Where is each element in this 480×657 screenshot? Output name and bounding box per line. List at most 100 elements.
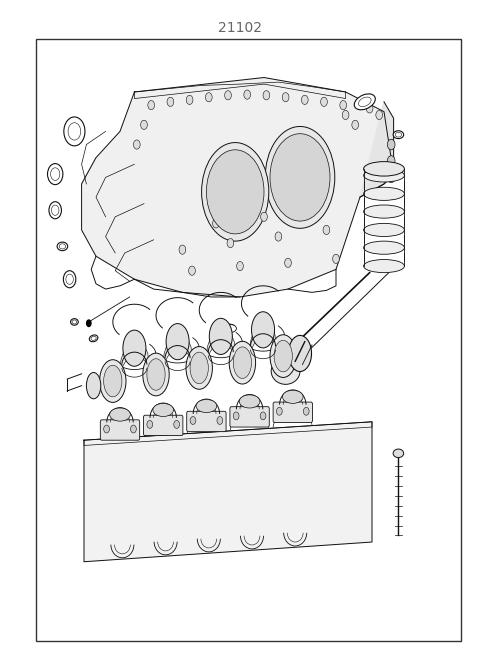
- Circle shape: [179, 245, 186, 254]
- Ellipse shape: [206, 150, 264, 234]
- Circle shape: [225, 91, 231, 100]
- Circle shape: [148, 101, 155, 110]
- Bar: [36, 39, 461, 641]
- Ellipse shape: [393, 449, 404, 457]
- Ellipse shape: [89, 335, 98, 342]
- Ellipse shape: [395, 132, 402, 137]
- Ellipse shape: [147, 359, 165, 390]
- Ellipse shape: [186, 347, 212, 389]
- Circle shape: [186, 95, 193, 104]
- Ellipse shape: [364, 260, 404, 273]
- Circle shape: [376, 110, 383, 120]
- Ellipse shape: [270, 335, 296, 377]
- Ellipse shape: [190, 352, 208, 384]
- Circle shape: [387, 139, 395, 150]
- FancyBboxPatch shape: [100, 420, 140, 440]
- Circle shape: [167, 97, 174, 106]
- Ellipse shape: [143, 353, 169, 396]
- Ellipse shape: [271, 358, 300, 384]
- Circle shape: [275, 232, 282, 241]
- Circle shape: [261, 212, 267, 221]
- Ellipse shape: [274, 340, 292, 372]
- Ellipse shape: [71, 319, 78, 325]
- Ellipse shape: [265, 126, 335, 229]
- Ellipse shape: [72, 320, 77, 324]
- Circle shape: [340, 101, 347, 110]
- FancyBboxPatch shape: [187, 411, 226, 432]
- Circle shape: [244, 90, 251, 99]
- Circle shape: [141, 120, 147, 129]
- Circle shape: [323, 225, 330, 235]
- Ellipse shape: [196, 399, 217, 413]
- Ellipse shape: [86, 373, 101, 399]
- Ellipse shape: [166, 324, 189, 360]
- Circle shape: [68, 123, 81, 140]
- Text: 21102: 21102: [218, 20, 262, 35]
- Circle shape: [333, 254, 339, 263]
- Ellipse shape: [221, 324, 235, 333]
- Circle shape: [63, 271, 76, 288]
- Ellipse shape: [224, 325, 236, 332]
- Ellipse shape: [270, 133, 330, 221]
- Ellipse shape: [109, 408, 130, 421]
- Ellipse shape: [359, 97, 371, 106]
- Circle shape: [387, 156, 395, 166]
- Ellipse shape: [233, 347, 252, 378]
- Polygon shape: [84, 422, 372, 445]
- Circle shape: [190, 417, 196, 424]
- Ellipse shape: [282, 390, 303, 403]
- Circle shape: [366, 104, 373, 113]
- Ellipse shape: [393, 131, 404, 139]
- Ellipse shape: [229, 342, 255, 384]
- FancyBboxPatch shape: [230, 407, 269, 427]
- FancyBboxPatch shape: [273, 402, 312, 422]
- Ellipse shape: [104, 365, 122, 397]
- Circle shape: [387, 189, 395, 199]
- Circle shape: [86, 319, 92, 327]
- Polygon shape: [206, 322, 216, 358]
- Circle shape: [213, 219, 219, 228]
- Polygon shape: [268, 315, 276, 346]
- Circle shape: [285, 258, 291, 267]
- Ellipse shape: [354, 94, 375, 110]
- Circle shape: [276, 407, 282, 415]
- Ellipse shape: [59, 244, 66, 249]
- Circle shape: [282, 93, 289, 102]
- Ellipse shape: [57, 242, 68, 251]
- Circle shape: [321, 97, 327, 106]
- Polygon shape: [120, 334, 130, 371]
- Ellipse shape: [252, 312, 275, 348]
- Circle shape: [233, 412, 239, 420]
- Polygon shape: [163, 327, 173, 365]
- Ellipse shape: [209, 319, 232, 355]
- Ellipse shape: [364, 187, 404, 200]
- Ellipse shape: [364, 205, 404, 218]
- Polygon shape: [82, 78, 394, 297]
- Ellipse shape: [240, 395, 260, 408]
- Circle shape: [237, 261, 243, 271]
- Ellipse shape: [364, 162, 404, 176]
- Circle shape: [352, 120, 359, 129]
- Circle shape: [205, 93, 212, 102]
- Circle shape: [174, 420, 180, 428]
- Circle shape: [217, 417, 223, 424]
- Polygon shape: [139, 334, 149, 365]
- Circle shape: [303, 407, 309, 415]
- Polygon shape: [84, 422, 372, 562]
- Ellipse shape: [224, 326, 232, 331]
- Ellipse shape: [91, 336, 96, 340]
- Ellipse shape: [364, 169, 404, 182]
- Circle shape: [189, 266, 195, 275]
- Polygon shape: [250, 315, 258, 353]
- Circle shape: [131, 425, 136, 433]
- Ellipse shape: [153, 403, 174, 417]
- Ellipse shape: [364, 241, 404, 254]
- Ellipse shape: [202, 143, 269, 241]
- Circle shape: [260, 412, 266, 420]
- Circle shape: [48, 164, 63, 185]
- Circle shape: [66, 274, 73, 284]
- Polygon shape: [360, 102, 394, 197]
- Ellipse shape: [288, 336, 312, 372]
- Ellipse shape: [100, 360, 126, 402]
- Polygon shape: [182, 327, 192, 358]
